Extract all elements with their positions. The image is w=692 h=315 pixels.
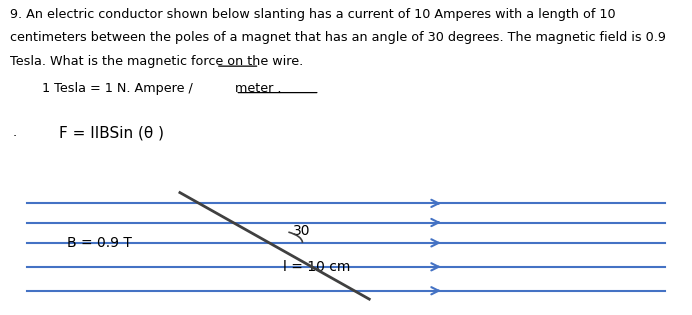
Text: 30: 30 [293,224,310,238]
Text: Tesla. What is the magnetic force on the wire.: Tesla. What is the magnetic force on the… [10,55,304,68]
Text: meter .: meter . [235,82,282,95]
Text: 1 Tesla = 1 N. Ampere /: 1 Tesla = 1 N. Ampere / [10,82,197,95]
Text: l = 10 cm: l = 10 cm [282,260,350,274]
Text: B = 0.9 T: B = 0.9 T [67,236,132,250]
Text: F = IIBSin (θ ): F = IIBSin (θ ) [59,126,164,141]
Text: centimeters between the poles of a magnet that has an angle of 30 degrees. The m: centimeters between the poles of a magne… [10,32,666,44]
Text: 9. An electric conductor shown below slanting has a current of 10 Amperes with a: 9. An electric conductor shown below sla… [10,8,616,21]
Text: .: . [12,126,17,139]
